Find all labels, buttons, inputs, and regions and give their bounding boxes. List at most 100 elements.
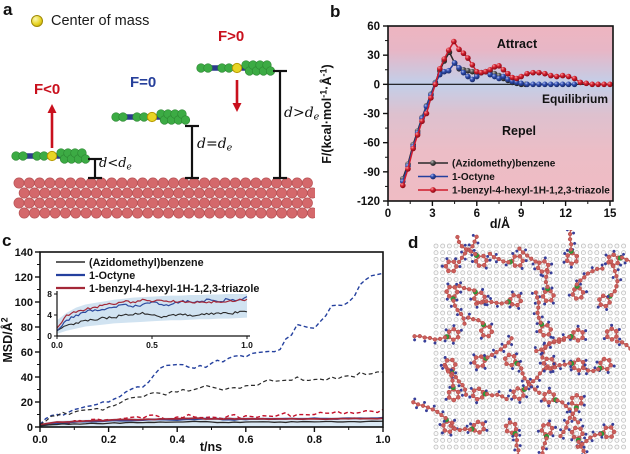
ring-carbon bbox=[451, 268, 456, 274]
lattice-atom bbox=[601, 330, 606, 336]
ring-carbon bbox=[441, 423, 446, 428]
chain-carbon bbox=[628, 346, 630, 351]
surface-atom bbox=[271, 177, 282, 189]
ring-carbon bbox=[614, 334, 619, 339]
chain-carbon bbox=[489, 299, 494, 305]
lattice-atom bbox=[607, 303, 613, 309]
data-point-marker bbox=[500, 66, 507, 73]
hydrogen-atom bbox=[469, 386, 473, 390]
chain-carbon bbox=[457, 284, 462, 289]
ring-carbon bbox=[611, 429, 617, 435]
chain-carbon bbox=[575, 444, 580, 449]
chain-carbon bbox=[502, 344, 508, 349]
ring-carbon bbox=[456, 395, 461, 400]
surface-atom bbox=[80, 207, 92, 219]
ring-carbon bbox=[473, 258, 479, 264]
hydrogen-atom bbox=[528, 377, 532, 381]
hydrogen-atom bbox=[510, 397, 514, 401]
ring-carbon bbox=[569, 395, 575, 401]
lattice-atom bbox=[607, 277, 613, 282]
hydrogen-atom bbox=[459, 290, 463, 294]
lattice-atom bbox=[554, 437, 560, 443]
lattice-atom bbox=[453, 250, 459, 256]
lattice-atom bbox=[574, 431, 580, 437]
hydrogen-atom bbox=[617, 343, 621, 347]
lattice-atom bbox=[580, 411, 586, 416]
lattice-atom bbox=[467, 270, 472, 276]
lattice-atom bbox=[554, 444, 560, 450]
chain-carbon bbox=[456, 239, 462, 244]
chain-carbon bbox=[516, 362, 521, 367]
hydrogen-atom bbox=[619, 278, 623, 282]
data-point-marker bbox=[451, 38, 457, 45]
hydrogen-atom bbox=[510, 343, 514, 347]
ring-carbon bbox=[504, 361, 509, 367]
ring-carbon bbox=[486, 333, 491, 339]
lattice-atom bbox=[554, 310, 560, 316]
lattice-atom bbox=[453, 344, 459, 349]
chain-carbon bbox=[412, 334, 417, 339]
lattice-atom bbox=[440, 283, 446, 289]
lattice-atom bbox=[567, 344, 573, 349]
hydrogen-atom bbox=[533, 267, 537, 271]
hydrogen-atom bbox=[479, 336, 483, 340]
lattice-atom bbox=[527, 243, 533, 249]
surface-atom bbox=[34, 197, 46, 209]
surface-atom bbox=[286, 187, 298, 199]
chain-carbon bbox=[544, 274, 549, 279]
lattice-atom bbox=[574, 263, 580, 269]
lattice-atom bbox=[614, 397, 620, 403]
hydrogen-atom bbox=[549, 271, 553, 275]
chain-carbon bbox=[463, 387, 468, 392]
chain-carbon bbox=[522, 376, 527, 381]
hydrogen-atom bbox=[515, 352, 519, 356]
center-of-mass-marker bbox=[146, 111, 158, 123]
chain-carbon bbox=[611, 264, 616, 269]
chain-carbon bbox=[540, 355, 545, 360]
ring-carbon bbox=[543, 298, 549, 304]
surface-atom bbox=[90, 207, 102, 219]
hydrogen-atom bbox=[602, 423, 606, 427]
data-point-marker bbox=[465, 67, 471, 74]
lattice-atom bbox=[453, 277, 459, 282]
ring-carbon bbox=[512, 263, 518, 268]
lattice-atom bbox=[554, 297, 560, 303]
surface-atom bbox=[168, 177, 179, 189]
hydrogen-atom bbox=[551, 301, 555, 305]
lattice-atom bbox=[614, 243, 620, 249]
lattice-atom bbox=[487, 417, 493, 423]
data-point-marker bbox=[487, 66, 493, 73]
lattice-atom bbox=[473, 323, 479, 329]
data-point-marker bbox=[469, 62, 476, 68]
lattice-atom bbox=[487, 364, 493, 370]
lattice-atom bbox=[433, 283, 439, 289]
hydrogen-atom bbox=[570, 438, 574, 442]
x-tick-label: 0.0 bbox=[32, 434, 47, 446]
y-tick-label: -120 bbox=[357, 196, 380, 208]
chain-carbon bbox=[533, 290, 538, 295]
lattice-atom bbox=[467, 404, 472, 410]
lattice-atom bbox=[601, 417, 606, 423]
hydrogen-atom bbox=[486, 255, 490, 258]
lattice-atom bbox=[507, 444, 513, 450]
lattice-atom bbox=[607, 317, 613, 323]
lattice-atom bbox=[580, 303, 586, 309]
chain-carbon bbox=[450, 378, 455, 383]
chain-carbon bbox=[520, 371, 525, 376]
lattice-atom bbox=[493, 337, 499, 343]
hydrogen-atom bbox=[563, 251, 567, 255]
lattice-atom bbox=[554, 330, 560, 336]
chain-carbon bbox=[540, 446, 545, 451]
lattice-atom bbox=[574, 350, 580, 356]
hydrogen-atom bbox=[535, 322, 539, 326]
data-point-marker bbox=[437, 65, 443, 72]
lattice-atom bbox=[527, 277, 533, 282]
lattice-atom bbox=[440, 290, 446, 296]
lattice-atom bbox=[446, 344, 452, 349]
lattice-atom bbox=[440, 310, 446, 316]
hydrogen-atom bbox=[540, 351, 544, 355]
hydrogen-atom bbox=[567, 428, 571, 432]
lattice-atom bbox=[487, 317, 493, 323]
lattice-atom bbox=[433, 344, 439, 349]
hydrogen-atom bbox=[581, 424, 585, 428]
